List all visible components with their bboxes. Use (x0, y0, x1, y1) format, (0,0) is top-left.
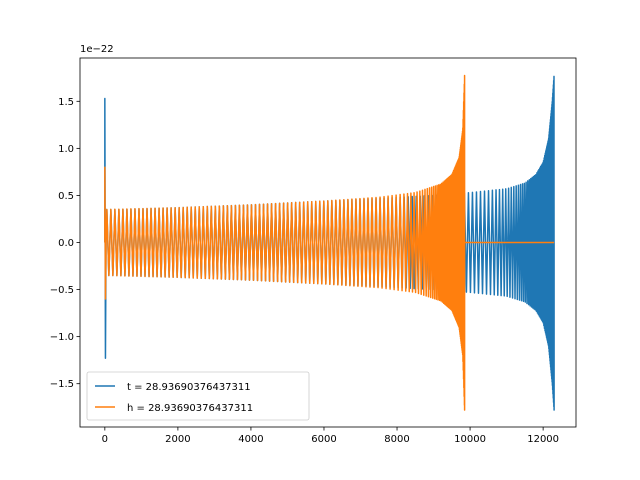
y-tick-label: −1.5 (50, 379, 74, 390)
x-tick-label: 10000 (454, 434, 486, 445)
legend-box (86, 371, 310, 421)
y-tick-label: −1.0 (50, 332, 74, 343)
x-axis: 0 2000 4000 6000 8000 10000 12000 (102, 427, 559, 445)
x-tick-label: 0 (102, 434, 108, 445)
y-tick-label: 0.0 (58, 238, 74, 249)
series-h-line (104, 74, 555, 411)
plot-area (104, 74, 555, 411)
legend-label-t: t = 28.93690376437311 (127, 382, 251, 393)
x-tick-label: 4000 (238, 434, 263, 445)
y-axis: −1.5 −1.0 −0.5 0.0 0.5 1.0 1.5 (50, 97, 80, 390)
y-tick-label: 0.5 (58, 191, 74, 202)
y-tick-label: −0.5 (50, 285, 74, 296)
legend-label-h: h = 28.93690376437311 (127, 403, 253, 414)
x-tick-label: 12000 (527, 434, 559, 445)
x-tick-label: 8000 (384, 434, 409, 445)
x-tick-label: 6000 (311, 434, 336, 445)
y-offset-text: 1e−22 (80, 44, 114, 55)
x-tick-label: 2000 (165, 434, 190, 445)
legend: t = 28.93690376437311 h = 28.93690376437… (86, 371, 310, 421)
y-tick-label: 1.5 (58, 97, 74, 108)
y-tick-label: 1.0 (58, 144, 74, 155)
